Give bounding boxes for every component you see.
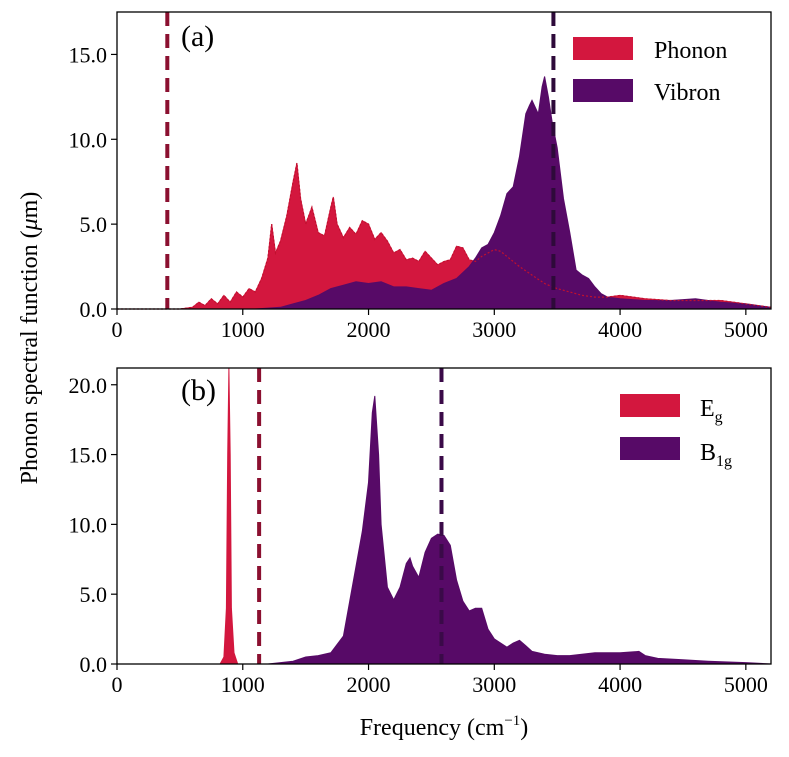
line-phonon-outline	[117, 162, 772, 310]
x-tick-label: 5000	[724, 317, 768, 342]
panel-b-legend: Eg B1g	[620, 394, 732, 470]
x-tick-label: 4000	[598, 317, 642, 342]
y-tick-label: 10.0	[69, 512, 108, 537]
x-axis-title-close: )	[520, 715, 528, 741]
panel-a-frame	[116, 11, 772, 310]
panel-a-areas	[117, 76, 772, 310]
legend-vibron-label: Vibron	[654, 80, 721, 106]
x-tick-label: 1000	[221, 672, 265, 697]
panel-a-vlines	[165, 12, 556, 309]
y-tick-label: 0.0	[80, 652, 108, 677]
legend-phonon-label: Phonon	[654, 38, 727, 64]
y-axis-title-main: Phonon spectral function (	[17, 230, 43, 484]
y-tick-label: 15.0	[69, 42, 108, 67]
x-tick-label: 0	[112, 672, 123, 697]
legend-vibron-swatch	[573, 79, 633, 102]
panel-b-vlines	[257, 368, 444, 664]
y-tick-label: 20.0	[69, 373, 108, 398]
x-tick-label: 1000	[221, 317, 265, 342]
panel-b-frame	[116, 367, 772, 665]
y-tick-label: 5.0	[80, 582, 108, 607]
x-axis-title-sup: −1	[504, 713, 520, 729]
panel-a-label: (a)	[181, 20, 214, 53]
y-axis-title-mu: μ	[17, 218, 43, 231]
x-tick-label: 4000	[598, 672, 642, 697]
x-tick-label: 2000	[347, 672, 391, 697]
legend-b1g-base: B	[700, 440, 716, 466]
x-tick-label: 5000	[724, 672, 768, 697]
legend-eg-label: Eg	[700, 396, 723, 426]
y-axis-title: Phonon spectral function (μm)	[17, 192, 43, 485]
legend-phonon-swatch	[573, 37, 633, 60]
legend-b1g-label: B1g	[700, 440, 732, 470]
x-tick-label: 3000	[472, 317, 516, 342]
x-axis-title: Frequency (cm−1)	[360, 713, 529, 741]
legend-b1g-sub: 1g	[716, 453, 732, 470]
area-vibron	[117, 76, 772, 310]
y-axis-title-unit: m)	[17, 192, 43, 219]
panel-a-legend: Phonon Vibron	[573, 37, 727, 106]
panel-b: 0 1000 2000 3000 4000 50000.05.010.015.020.0 …	[69, 367, 772, 697]
y-tick-label: 5.0	[80, 212, 108, 237]
y-tick-label: 15.0	[69, 443, 108, 468]
legend-eg-base: E	[700, 396, 715, 422]
y-tick-label: 0.0	[80, 297, 108, 322]
y-tick-label: 10.0	[69, 127, 108, 152]
area-b1g	[117, 395, 772, 665]
x-tick-label: 0	[112, 317, 123, 342]
x-tick-label: 3000	[472, 672, 516, 697]
x-tick-label: 2000	[347, 317, 391, 342]
x-axis-title-main: Frequency (cm	[360, 715, 505, 741]
legend-eg-sub: g	[715, 409, 723, 426]
panel-b-ticks: 0 1000 2000 3000 4000 5000 0.0 5.0 10.0 15.0 20.0	[69, 373, 768, 697]
panel-b-label: (b)	[181, 374, 216, 407]
legend-eg-swatch	[620, 394, 680, 417]
panel-a-ticks: 0 1000 2000 3000 4000 5000 0.0 5.0 10.0 15.0	[69, 42, 768, 342]
legend-b1g-swatch	[620, 437, 680, 460]
